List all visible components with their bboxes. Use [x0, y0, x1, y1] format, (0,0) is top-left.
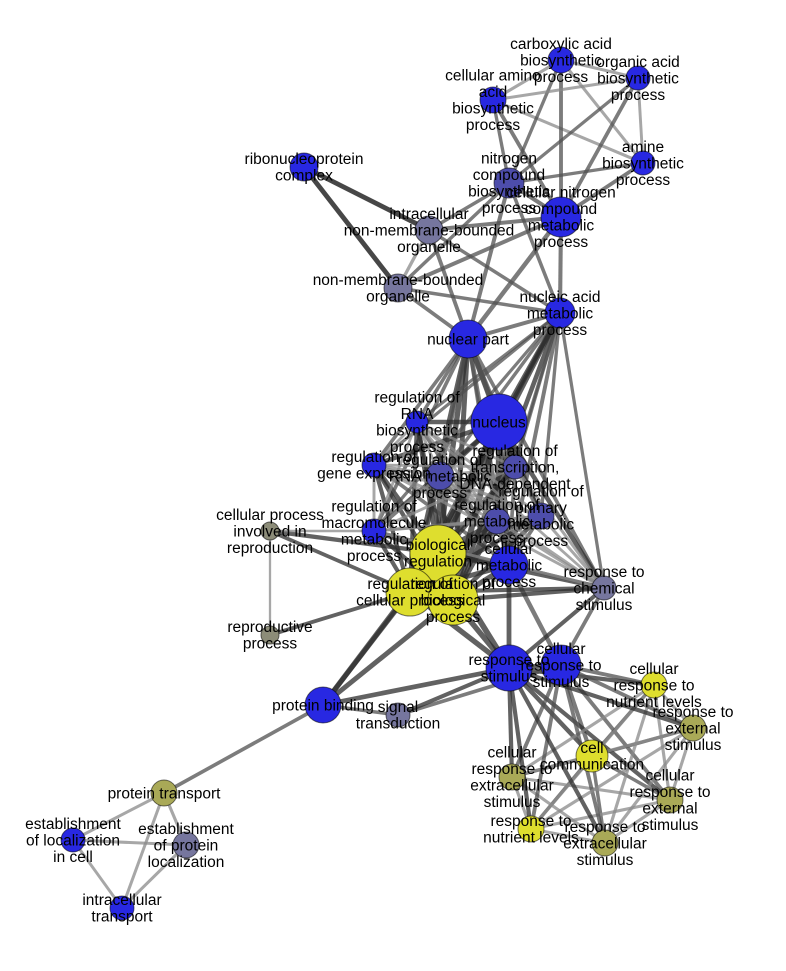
- svg-text:stimulus: stimulus: [484, 794, 541, 811]
- svg-text:metabolic: metabolic: [476, 557, 543, 574]
- svg-text:external: external: [665, 720, 720, 737]
- svg-text:response to: response to: [521, 657, 602, 674]
- svg-text:acid: acid: [479, 84, 507, 101]
- svg-text:nitrogen: nitrogen: [481, 151, 537, 168]
- svg-text:metabolic: metabolic: [464, 513, 531, 530]
- svg-text:metabolic: metabolic: [341, 532, 408, 549]
- svg-text:response to: response to: [472, 761, 553, 778]
- svg-text:process: process: [611, 87, 666, 104]
- svg-text:establishment: establishment: [25, 816, 121, 833]
- svg-text:compound: compound: [525, 201, 597, 218]
- svg-text:biosynthetic: biosynthetic: [452, 101, 534, 118]
- svg-text:process: process: [534, 69, 589, 86]
- svg-text:reproduction: reproduction: [227, 540, 313, 557]
- svg-text:transduction: transduction: [356, 716, 440, 733]
- svg-text:macromolecule: macromolecule: [321, 515, 426, 532]
- svg-text:nucleus: nucleus: [472, 414, 526, 431]
- svg-text:cellular: cellular: [645, 768, 694, 785]
- svg-text:compound: compound: [473, 167, 545, 184]
- svg-text:response to: response to: [565, 819, 646, 836]
- svg-text:nucleic acid: nucleic acid: [520, 289, 601, 306]
- svg-text:regulation: regulation: [404, 554, 472, 571]
- svg-text:cellular: cellular: [536, 641, 585, 658]
- svg-text:protein binding: protein binding: [272, 697, 374, 714]
- svg-text:response to: response to: [630, 784, 711, 801]
- svg-text:complex: complex: [275, 168, 333, 185]
- svg-text:RNA: RNA: [401, 406, 434, 423]
- svg-text:localization: localization: [148, 854, 225, 871]
- svg-text:regulation of: regulation of: [374, 390, 460, 407]
- svg-text:in cell: in cell: [53, 849, 93, 866]
- svg-text:biological: biological: [406, 537, 471, 554]
- svg-text:protein transport: protein transport: [108, 785, 222, 802]
- svg-text:response to: response to: [564, 564, 645, 581]
- svg-text:stimulus: stimulus: [642, 817, 699, 834]
- svg-text:stimulus: stimulus: [576, 597, 633, 614]
- svg-text:of protein: of protein: [154, 837, 219, 854]
- svg-text:carboxylic acid: carboxylic acid: [510, 36, 612, 53]
- svg-text:process: process: [243, 636, 298, 653]
- svg-text:chemical: chemical: [573, 580, 634, 597]
- svg-text:response to: response to: [614, 677, 695, 694]
- svg-text:regulation of: regulation of: [454, 497, 540, 514]
- svg-text:process: process: [347, 548, 402, 565]
- svg-text:process: process: [534, 234, 589, 251]
- svg-text:process: process: [466, 117, 521, 134]
- svg-text:response to: response to: [653, 704, 734, 721]
- svg-text:stimulus: stimulus: [665, 737, 722, 754]
- svg-text:extracellular: extracellular: [470, 778, 554, 795]
- svg-text:non-membrane-bounded: non-membrane-bounded: [344, 222, 515, 239]
- svg-text:non-membrane-bounded: non-membrane-bounded: [313, 272, 484, 289]
- svg-text:regulation of: regulation of: [397, 452, 483, 469]
- svg-text:stimulus: stimulus: [533, 674, 590, 691]
- svg-text:cell: cell: [580, 740, 603, 757]
- svg-text:biosynthetic: biosynthetic: [602, 155, 684, 172]
- svg-text:cellular: cellular: [484, 541, 533, 558]
- svg-text:cellular nitrogen: cellular nitrogen: [506, 185, 615, 202]
- svg-text:cellular amino: cellular amino: [445, 68, 541, 85]
- svg-text:amine: amine: [622, 139, 664, 156]
- svg-text:biological: biological: [421, 592, 486, 609]
- svg-text:organic acid: organic acid: [596, 54, 680, 71]
- svg-text:organelle: organelle: [397, 239, 461, 256]
- svg-text:stimulus: stimulus: [577, 852, 634, 869]
- svg-text:of localization: of localization: [26, 832, 120, 849]
- svg-text:intracellular: intracellular: [82, 892, 161, 909]
- svg-text:external: external: [642, 801, 697, 818]
- svg-text:RNA metabolic: RNA metabolic: [389, 468, 492, 485]
- svg-text:metabolic: metabolic: [527, 305, 594, 322]
- svg-text:metabolic: metabolic: [528, 218, 595, 235]
- svg-text:biosynthetic: biosynthetic: [597, 70, 679, 87]
- svg-text:extracellular: extracellular: [563, 835, 647, 852]
- svg-text:transport: transport: [91, 909, 153, 926]
- svg-text:ribonucleoprotein: ribonucleoprotein: [245, 151, 364, 168]
- svg-text:process: process: [533, 322, 588, 339]
- svg-text:intracellular: intracellular: [389, 206, 468, 223]
- svg-text:regulation of: regulation of: [472, 443, 558, 460]
- svg-text:process: process: [616, 172, 671, 189]
- svg-text:cellular: cellular: [629, 661, 678, 678]
- svg-text:regulation of: regulation of: [331, 499, 417, 516]
- svg-text:involved in: involved in: [233, 523, 306, 540]
- svg-text:establishment: establishment: [138, 821, 234, 838]
- svg-text:response to: response to: [491, 813, 572, 830]
- svg-text:process: process: [426, 609, 481, 626]
- svg-text:reproductive: reproductive: [227, 619, 312, 636]
- svg-text:organelle: organelle: [366, 289, 430, 306]
- svg-text:cellular: cellular: [487, 745, 536, 762]
- svg-text:nuclear part: nuclear part: [427, 331, 510, 348]
- svg-text:signal: signal: [378, 699, 419, 716]
- svg-text:regulation of: regulation of: [410, 576, 496, 593]
- svg-text:biosynthetic: biosynthetic: [376, 423, 458, 440]
- svg-text:cellular process: cellular process: [216, 507, 324, 524]
- svg-text:communication: communication: [540, 757, 644, 774]
